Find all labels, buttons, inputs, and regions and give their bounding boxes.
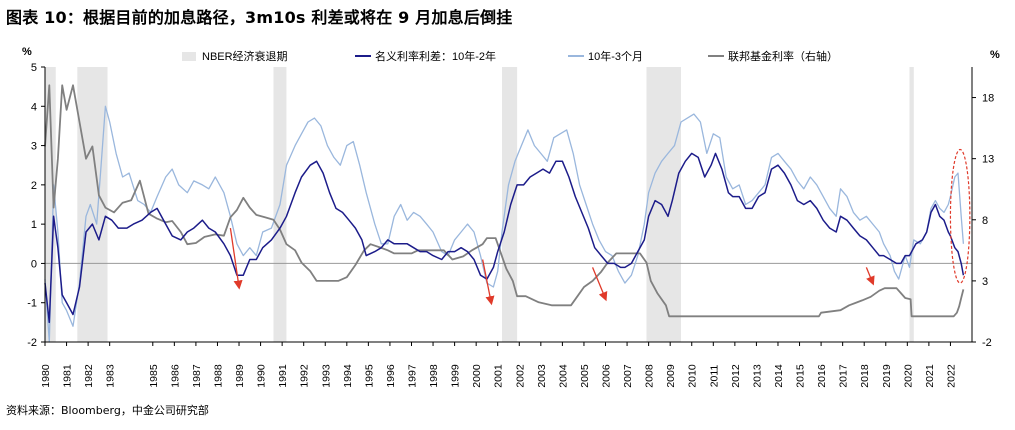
x-tick-label: 2004 — [557, 364, 569, 388]
x-tick-label: 2017 — [838, 364, 850, 388]
left-tick-label: 5 — [31, 62, 37, 74]
right-tick-label: 18 — [982, 93, 994, 105]
red-arrow — [591, 267, 608, 302]
axes: % -2 -1 0 1 2 3 4 5% -2 3 8 13 18 1980 1981 1982 1983 1985… — [22, 46, 1000, 388]
x-tick-label: 1997 — [406, 364, 418, 388]
x-tick-label: 1995 — [363, 364, 375, 388]
x-tick-label: 1998 — [428, 364, 440, 388]
recession-band — [646, 67, 681, 342]
x-tick-label: 2018 — [859, 364, 871, 388]
recession-bands — [45, 67, 914, 342]
red-arrow — [481, 259, 495, 306]
x-tick-label: 1980 — [40, 364, 52, 388]
x-tick-label: 2016 — [816, 364, 828, 388]
left-tick-label: 0 — [31, 258, 37, 270]
x-tick-label: 2005 — [579, 364, 591, 388]
x-tick-label: 2019 — [881, 364, 893, 388]
x-tick-label: 1994 — [342, 364, 354, 388]
x-tick-label: 2006 — [601, 364, 613, 388]
x-tick-label: 1996 — [385, 364, 397, 388]
right-tick-label: 3 — [982, 276, 988, 288]
left-axis-unit: % — [22, 46, 32, 58]
x-tick-label: 2003 — [536, 364, 548, 388]
chart-title: 图表 10：根据目前的加息路径，3m10s 利差或将在 9 月加息后倒挂 — [6, 8, 513, 27]
x-tick-label: 2010 — [687, 364, 699, 388]
x-tick-label: 2007 — [622, 364, 634, 388]
left-tick-label: 3 — [31, 141, 37, 153]
series-line-spread_10y3m — [44, 105, 965, 343]
x-tick-label: 1985 — [148, 364, 160, 388]
left-tick-label: 1 — [31, 219, 37, 231]
legend: NBER经济衰退期 名义利率利差：10年-2年 10年-3个月 联邦基金利率（右轴） — [182, 49, 838, 63]
legend-label: 联邦基金利率（右轴） — [728, 49, 838, 63]
x-tick-label: 2000 — [471, 364, 483, 388]
legend-label: 名义利率利差：10年-2年 — [375, 49, 496, 63]
right-axis-unit: % — [990, 49, 1000, 61]
x-tick-label: 1983 — [105, 364, 117, 388]
x-tick-label: 2013 — [751, 364, 763, 388]
x-tick-label: 2020 — [902, 364, 914, 388]
x-tick-label: 2022 — [945, 364, 957, 388]
x-tick-label: 2001 — [493, 364, 505, 388]
series-lines — [44, 84, 965, 343]
left-tick-label: -1 — [27, 298, 37, 310]
source-note: 资料来源：Bloomberg，中金公司研究部 — [6, 404, 209, 417]
x-tick-label: 1999 — [450, 364, 462, 388]
x-tick-label: 2012 — [730, 364, 742, 388]
recession-band — [909, 67, 914, 342]
series-line-spread_10y2y — [44, 152, 965, 324]
x-tick-label: 1981 — [62, 364, 74, 388]
x-tick-label: 2014 — [773, 364, 785, 388]
recession-band — [45, 67, 56, 342]
right-tick-label: 8 — [982, 215, 988, 227]
x-tick-label: 1991 — [277, 364, 289, 388]
x-tick-label: 1987 — [191, 364, 203, 388]
red-arrow — [229, 227, 243, 290]
legend-swatch-recession — [182, 52, 196, 61]
x-tick-label: 1988 — [212, 364, 224, 388]
x-tick-label: 1992 — [299, 364, 311, 388]
x-tick-label: 1986 — [169, 364, 181, 388]
x-tick-label: 1982 — [83, 364, 95, 388]
right-tick-label: -2 — [982, 337, 992, 349]
legend-label: NBER经济衰退期 — [202, 49, 288, 63]
x-tick-label: 2015 — [795, 364, 807, 388]
left-tick-label: -2 — [27, 337, 37, 349]
left-tick-label: 4 — [31, 101, 37, 113]
x-tick-label: 2011 — [708, 365, 720, 388]
x-tick-label: 2002 — [514, 364, 526, 388]
recession-band — [502, 67, 518, 342]
x-tick-label: 1990 — [256, 364, 268, 388]
x-tick-label: 1989 — [234, 364, 246, 388]
left-tick-label: 2 — [31, 180, 37, 192]
series-line-fed_funds — [44, 84, 965, 318]
highlight-ellipse — [949, 148, 971, 284]
x-tick-label: 1993 — [320, 364, 332, 388]
x-tick-label: 2021 — [924, 364, 936, 388]
right-tick-label: 13 — [982, 154, 994, 166]
red-arrow — [865, 267, 875, 286]
annotations — [229, 148, 971, 306]
recession-band — [77, 67, 108, 342]
x-tick-label: 2008 — [644, 364, 656, 388]
legend-label: 10年-3个月 — [588, 49, 643, 63]
x-tick-label: 2009 — [665, 364, 677, 388]
